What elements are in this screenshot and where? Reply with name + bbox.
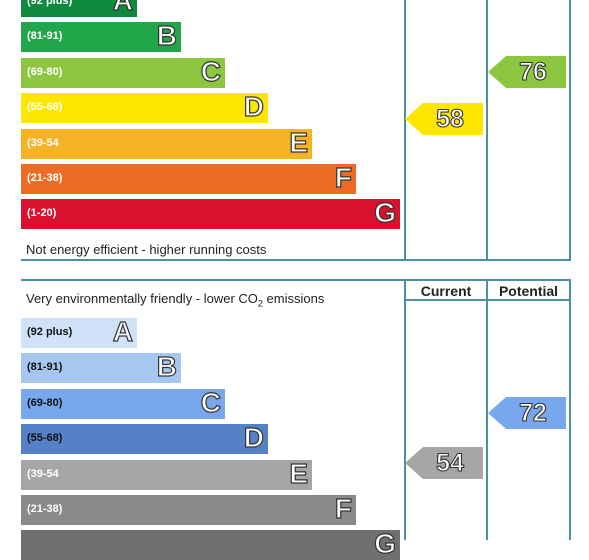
potential-arrow-shape — [488, 397, 566, 429]
band-a: (92 plus) A — [21, 315, 137, 348]
current-rating-value: 54 — [436, 448, 465, 477]
band-c: (69-80) C — [21, 55, 225, 88]
current-arrow-shape — [405, 103, 483, 135]
current-rating-marker: 58 — [405, 103, 483, 135]
potential-arrow-shape — [488, 56, 566, 88]
band-letter-label: D — [243, 421, 264, 453]
band-e: (39-54 E — [21, 457, 312, 490]
frame-current-left — [404, 279, 406, 540]
potential-rating-marker: 72 — [488, 397, 566, 429]
band-range-label: (81-91) — [27, 30, 63, 42]
band-d: (55-68) D — [21, 90, 268, 123]
band-letter-label: E — [289, 457, 309, 489]
band-letter-label: A — [112, 315, 133, 347]
band-range-label: (21-38) — [27, 172, 63, 184]
band-letter-label: B — [156, 19, 177, 51]
frame-bottom — [21, 259, 571, 261]
band-letter-label: E — [289, 126, 309, 158]
band-range-label: (81-91) — [27, 361, 63, 373]
band-letter-label: G — [374, 196, 397, 228]
band-range-label: (21-38) — [27, 503, 63, 515]
current-rating-value: 58 — [436, 104, 465, 133]
frame-current-right — [486, 279, 488, 540]
top-note-subscript: 2 — [257, 298, 263, 309]
band-a: (92 plus) A — [21, 0, 137, 17]
band-letter-label: C — [200, 386, 221, 418]
frame-current-right — [486, 0, 488, 261]
band-d: (55-68) D — [21, 421, 268, 454]
band-f: (21-38) F — [21, 161, 356, 194]
band-range-label: (39-54 — [27, 468, 59, 480]
energy-efficiency-chart: (92 plus) A (81-91) B (69-80) C (55-68) D (39-54… — [0, 0, 589, 262]
top-note: Very environmentally friendly - lower CO… — [26, 291, 324, 309]
bottom-note: Not energy efficient - higher running co… — [26, 242, 267, 257]
current-rating-marker: 54 — [405, 447, 483, 479]
band-letter-label: G — [374, 527, 397, 559]
potential-rating-value: 76 — [519, 57, 548, 86]
band-range-label: (92 plus) — [27, 0, 73, 7]
frame-right-edge — [569, 279, 571, 540]
header-divider — [404, 299, 571, 301]
band-f: (21-38) F — [21, 492, 356, 525]
band-letter-label: B — [156, 350, 177, 382]
band-range-label: (69-80) — [27, 66, 63, 78]
band-letter-label: A — [112, 0, 133, 17]
band-b: (81-91) B — [21, 19, 181, 52]
band-range-label: (55-68) — [27, 432, 63, 444]
top-note-suffix: emissions — [262, 291, 325, 306]
band-c: (69-80) C — [21, 386, 225, 419]
band-range-label: (1-20) — [27, 207, 57, 219]
frame-right-edge — [569, 0, 571, 261]
top-note-text: Very environmentally friendly - lower CO — [26, 291, 258, 306]
band-g: (1-20) G — [21, 196, 400, 229]
band-letter-label: C — [200, 55, 221, 87]
band-letter-label: F — [334, 492, 352, 524]
frame-top — [21, 279, 571, 281]
band-range-label: (39-54 — [27, 137, 59, 149]
band-e: (39-54 E — [21, 126, 312, 159]
band-letter-label: F — [334, 161, 352, 193]
band-g: G — [21, 527, 400, 560]
potential-rating-value: 72 — [519, 398, 548, 427]
column-header-potential: Potential — [498, 283, 559, 299]
column-header-current: Current — [420, 283, 472, 299]
environmental-impact-chart: Current Potential Very environmentally f… — [0, 279, 589, 560]
frame-current-left — [404, 0, 406, 261]
band-range-label: (69-80) — [27, 397, 63, 409]
band-letter-label: D — [243, 90, 264, 122]
current-arrow-shape — [405, 447, 483, 479]
band-range-label: (55-68) — [27, 101, 63, 113]
band-b: (81-91) B — [21, 350, 181, 383]
potential-rating-marker: 76 — [488, 56, 566, 88]
band-range-label: (92 plus) — [27, 326, 73, 338]
